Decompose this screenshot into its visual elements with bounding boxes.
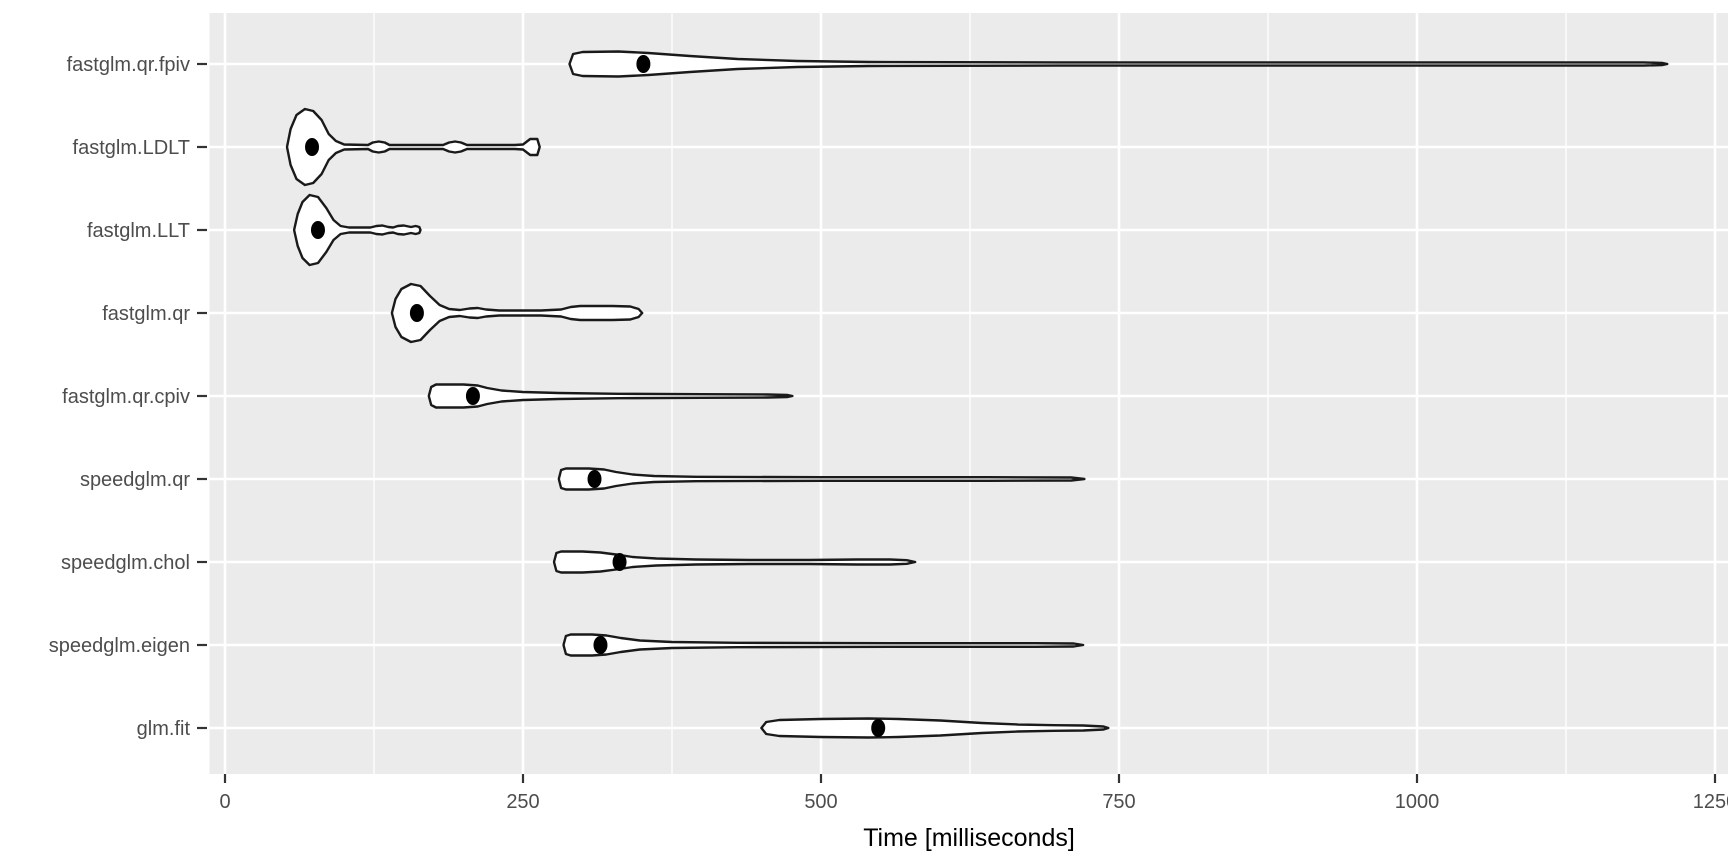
violin-speedglm.qr: [557, 467, 1086, 491]
median-dot-speedglm.eigen: [593, 636, 608, 654]
median-dot-fastglm.qr.fpiv: [636, 55, 651, 73]
violin-fastglm.qr: [390, 282, 644, 344]
median-dot-fastglm.qr: [409, 304, 424, 322]
median-dot-fastglm.LLT: [310, 221, 325, 239]
y-tick-label: speedglm.chol: [61, 552, 190, 574]
y-tick-label: fastglm.LLT: [87, 220, 190, 242]
chart-layers: 0 250 500 750 1000 1250 fastglm.qr.fpiv fastglm…: [49, 13, 1728, 813]
violin-fastglm.qr.fpiv: [568, 50, 1669, 78]
x-tick-label: 0: [219, 791, 230, 813]
y-tick-label: fastglm.qr: [102, 303, 190, 325]
x-tick-label: 750: [1102, 791, 1135, 813]
y-tick-label: fastglm.LDLT: [73, 137, 190, 159]
y-tick-label: fastglm.qr.fpiv: [67, 54, 190, 76]
violin-speedglm.eigen: [562, 633, 1085, 657]
y-tick-label: speedglm.eigen: [49, 635, 190, 657]
median-dot-speedglm.chol: [612, 553, 627, 571]
x-axis-title: Time [milliseconds]: [863, 824, 1075, 852]
violin-fastglm.qr.cpiv: [427, 383, 794, 409]
violin-glm.fit: [760, 717, 1110, 739]
x-tick-label: 1000: [1395, 791, 1440, 813]
y-tick-label: speedglm.qr: [80, 469, 190, 491]
violin-fastglm.LDLT: [285, 107, 541, 187]
violin-fastglm.LLT: [292, 193, 422, 267]
median-dot-fastglm.qr.cpiv: [465, 387, 480, 405]
y-tick-label: fastglm.qr.cpiv: [62, 386, 190, 408]
x-tick-label: 250: [506, 791, 539, 813]
median-dot-fastglm.LDLT: [305, 138, 320, 156]
x-tick-label: 500: [804, 791, 837, 813]
median-dot-glm.fit: [871, 719, 886, 737]
x-tick-label: 1250: [1693, 791, 1728, 813]
median-dot-speedglm.qr: [587, 470, 602, 488]
y-tick-label: glm.fit: [137, 718, 191, 740]
violin-speedglm.chol: [552, 550, 917, 574]
